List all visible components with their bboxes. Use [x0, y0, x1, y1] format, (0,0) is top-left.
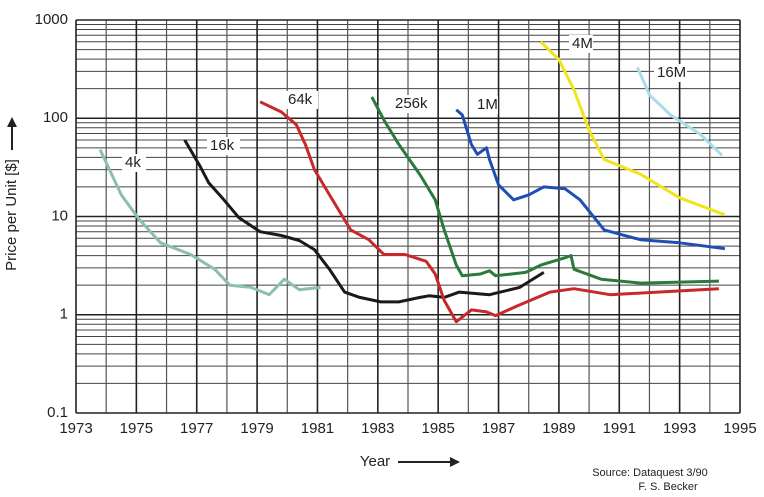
series-label: 4M [572, 35, 593, 52]
series-label: 256k [395, 95, 428, 112]
y-tick-label: 1 [60, 306, 68, 323]
x-tick-label: 1985 [421, 420, 454, 437]
x-tick-label: 1995 [723, 420, 756, 437]
series-label: 16M [657, 64, 686, 81]
y-tick-label: 1000 [35, 11, 68, 28]
grid [75, 19, 741, 414]
source-note: Source: Dataquest 3/90 [592, 467, 708, 479]
series-label: 1M [477, 96, 498, 113]
label-bg [207, 137, 240, 155]
label-bg [654, 64, 687, 82]
series-line [370, 96, 719, 285]
x-tick-label: 1983 [361, 420, 394, 437]
series-line [98, 148, 321, 297]
series-label: 64k [288, 91, 313, 108]
x-tick-label: 1981 [301, 420, 334, 437]
x-tick-label: 1991 [603, 420, 636, 437]
y-tick-label: 100 [43, 109, 68, 126]
series-label: 16k [210, 137, 235, 154]
x-tick-label: 1975 [120, 420, 153, 437]
author-note: F. S. Becker [638, 481, 698, 493]
label-bg [285, 91, 318, 109]
series-line [455, 108, 726, 251]
series-line [539, 40, 726, 217]
x-axis-label: Year [360, 453, 390, 470]
series-line [183, 139, 545, 304]
label-bg [569, 35, 593, 53]
y-arrow-head [7, 117, 17, 127]
label-bg [392, 95, 434, 113]
label-bg [122, 154, 146, 172]
label-bg [474, 96, 498, 114]
x-tick-label: 1973 [59, 420, 92, 437]
x-tick-label: 1979 [240, 420, 273, 437]
x-tick-label: 1977 [180, 420, 213, 437]
x-tick-label: 1993 [663, 420, 696, 437]
series-label: 4k [125, 154, 141, 171]
y-tick-label: 0.1 [47, 404, 68, 421]
y-tick-label: 10 [51, 207, 68, 224]
series-line [636, 66, 723, 157]
y-axis-label: Price per Unit [$] [3, 159, 20, 271]
x-arrow-head [450, 457, 460, 467]
x-tick-label: 1989 [542, 420, 575, 437]
series-line [259, 100, 719, 324]
x-tick-label: 1987 [482, 420, 515, 437]
